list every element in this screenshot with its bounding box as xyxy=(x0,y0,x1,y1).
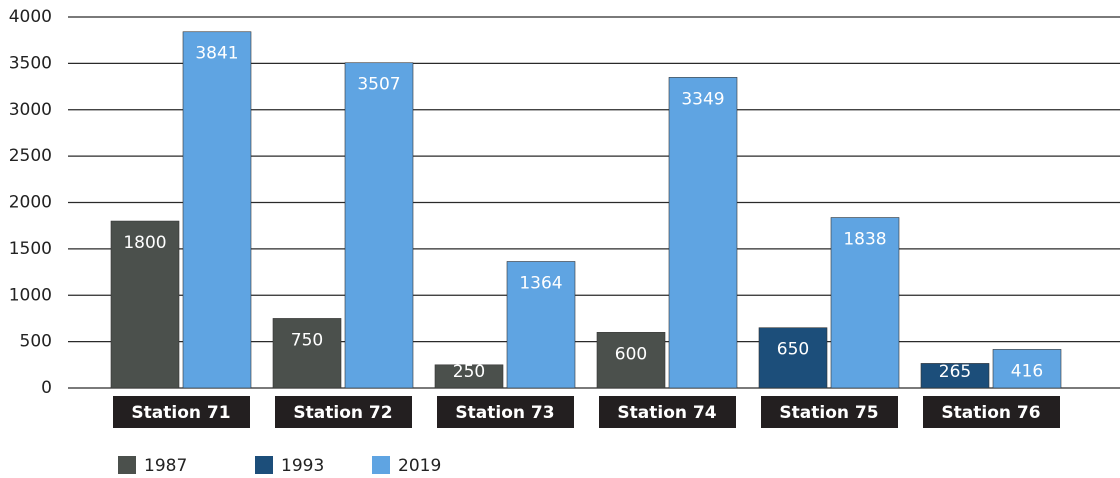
bar xyxy=(668,77,738,389)
bar xyxy=(758,327,828,389)
data-label: 3349 xyxy=(681,89,724,109)
data-label: 650 xyxy=(777,340,809,360)
data-label: 265 xyxy=(939,362,971,382)
legend-label: 1993 xyxy=(281,456,324,476)
x-tick-label: Station 73 xyxy=(455,403,554,423)
category-box xyxy=(923,396,1060,428)
data-label: 250 xyxy=(453,362,485,382)
data-label: 3507 xyxy=(357,75,400,95)
x-tick-label: Station 76 xyxy=(941,403,1040,423)
y-tick-label: 2500 xyxy=(9,146,52,166)
data-label: 600 xyxy=(615,344,647,364)
legend-label: 1987 xyxy=(144,456,187,476)
x-tick-label: Station 71 xyxy=(131,403,230,423)
x-tick-label: Station 72 xyxy=(293,403,392,423)
bar xyxy=(272,318,342,389)
legend-swatch xyxy=(255,456,273,474)
bar xyxy=(920,363,990,389)
legend-swatch xyxy=(372,456,390,474)
category-box xyxy=(761,396,898,428)
bar xyxy=(506,261,576,389)
bar xyxy=(182,31,252,389)
y-tick-label: 2000 xyxy=(9,193,52,213)
x-tick-label: Station 74 xyxy=(617,403,716,423)
legend-swatch xyxy=(118,456,136,474)
y-tick-label: 1500 xyxy=(9,239,52,259)
category-box xyxy=(275,396,412,428)
bar xyxy=(596,332,666,389)
data-label: 416 xyxy=(1011,361,1043,381)
data-label: 1364 xyxy=(519,273,562,293)
data-label: 3841 xyxy=(195,44,238,64)
category-box xyxy=(113,396,250,428)
y-tick-label: 4000 xyxy=(9,7,52,27)
data-label: 1838 xyxy=(843,230,886,250)
data-label: 750 xyxy=(291,330,323,350)
bar xyxy=(110,220,180,389)
bar xyxy=(344,62,414,389)
bar xyxy=(434,364,504,389)
y-tick-label: 3000 xyxy=(9,100,52,120)
y-tick-label: 1000 xyxy=(9,285,52,305)
bar xyxy=(992,349,1062,389)
legend-label: 2019 xyxy=(398,456,441,476)
x-tick-label: Station 75 xyxy=(779,403,878,423)
data-label: 1800 xyxy=(123,233,166,253)
y-tick-label: 3500 xyxy=(9,53,52,73)
y-tick-label: 500 xyxy=(20,332,52,352)
y-tick-label: 0 xyxy=(41,378,52,398)
bar xyxy=(830,217,900,389)
category-box xyxy=(437,396,574,428)
category-box xyxy=(599,396,736,428)
